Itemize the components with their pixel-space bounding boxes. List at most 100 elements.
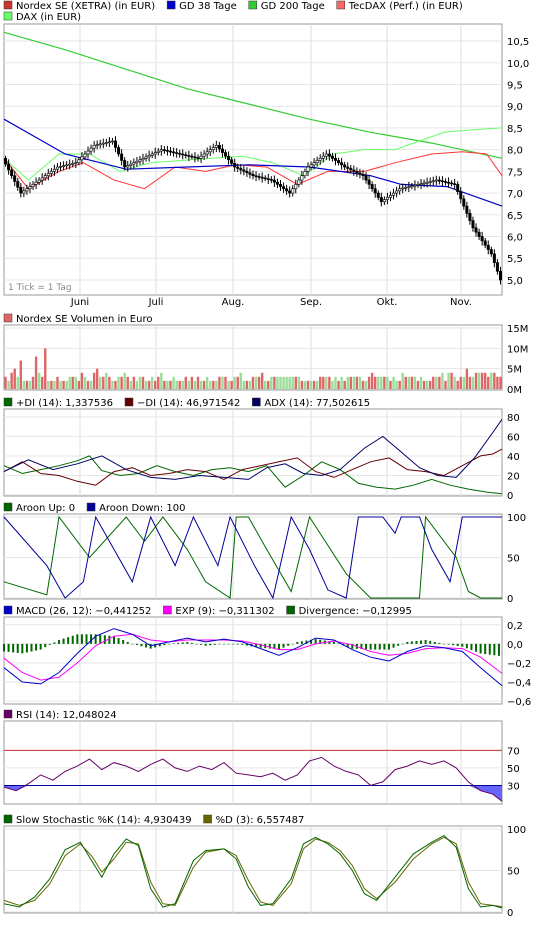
tick-label: −0,6 [507, 697, 531, 708]
aroon-up-line [3, 515, 502, 599]
candle-body [465, 205, 469, 214]
volume-bar [364, 380, 368, 389]
tick-label: 70 [507, 746, 520, 757]
candle-body [245, 171, 249, 174]
plus-di-line [3, 455, 503, 495]
divergence-bar [456, 643, 459, 646]
candle-body [315, 160, 319, 163]
candle-body [220, 148, 224, 153]
tick-label: 10,0 [507, 59, 529, 70]
candle-body [260, 176, 264, 179]
candle-body [31, 184, 35, 187]
volume-bar [270, 376, 273, 389]
plot-frame [3, 408, 503, 497]
divergence-bar [255, 643, 258, 647]
candle-body [291, 188, 295, 194]
legend-swatch [3, 0, 13, 10]
tick-label: 40 [507, 452, 520, 463]
volume-bar [157, 376, 160, 389]
legend-label: +DI (14): 1,337536 [16, 398, 113, 409]
volume-bar [267, 380, 270, 389]
volume-bar [499, 376, 502, 389]
divergence-bar [245, 643, 248, 646]
legend-swatch [124, 397, 134, 407]
volume-bar [312, 380, 316, 389]
tick-label: 5,0 [507, 276, 523, 287]
legend-label: DAX (in EUR) [16, 12, 81, 23]
candle-body [303, 171, 307, 177]
divergence-bar [85, 634, 88, 644]
volume-bar [355, 376, 359, 389]
volume-bar [34, 356, 38, 389]
volume-bar [380, 376, 383, 389]
candle-body [385, 197, 389, 200]
volume-bar [306, 380, 310, 389]
tick-label: −0,4 [507, 678, 531, 689]
volume-bar [99, 376, 102, 389]
legend-label: RSI (14): 12,048024 [16, 710, 117, 721]
candle-body [83, 153, 87, 158]
tick-label: 8,0 [507, 146, 523, 157]
volume-bar [59, 380, 62, 389]
candle-body [104, 142, 108, 144]
divergence-bar [122, 640, 125, 644]
legend-label: GD 200 Tage [261, 1, 325, 12]
divergence-bar [392, 643, 395, 648]
volume-bar [202, 380, 206, 389]
candle-body [162, 149, 166, 151]
volume-bar [86, 380, 90, 389]
adx-line [3, 419, 503, 480]
divergence-bar [167, 643, 170, 645]
panel-price: Nordex SE (XETRA) (in EUR) GD 38 Tage GD 2… [3, 0, 529, 308]
divergence-bar [383, 643, 386, 650]
candle-body [330, 155, 334, 159]
divergence-bar [145, 643, 148, 648]
volume-bar [126, 376, 129, 389]
volume-bar [53, 380, 56, 389]
volume-bar [105, 372, 108, 389]
legend-label: EXP (9): −0,311302 [175, 606, 274, 617]
tick-label: 0M [507, 385, 522, 396]
tick-label: 20 [507, 471, 520, 482]
candle-body [392, 192, 396, 196]
candle-body [184, 154, 188, 157]
candle-body [233, 163, 237, 168]
volume-bar [416, 380, 420, 389]
volume-bar [474, 372, 478, 389]
volume-bar [147, 380, 151, 389]
volume-bar [47, 380, 50, 389]
volume-bar [370, 372, 374, 389]
divergence-bar [12, 643, 15, 653]
plot-frame [3, 324, 503, 391]
divergence-bar [177, 642, 180, 644]
divergence-bar [94, 634, 97, 644]
volume-bar [95, 368, 99, 389]
candle-body [495, 262, 499, 272]
legend-label: Slow Stochastic %K (14): 4,930439 [16, 815, 192, 826]
candle-body [169, 150, 173, 153]
divergence-bar [360, 643, 363, 650]
legend-label: GD 38 Tage [179, 1, 237, 12]
divergence-bar [30, 643, 33, 652]
tick-label: 6,0 [507, 233, 523, 244]
divergence-bar [378, 643, 381, 650]
candle-body [248, 172, 252, 175]
volume-bar [108, 376, 111, 389]
candle-body [74, 162, 78, 164]
volume-bar [160, 372, 163, 389]
candle-body [398, 188, 402, 192]
legend-label: −DI (14): 46,971542 [137, 398, 240, 409]
volume-bar [28, 380, 32, 389]
tick-label: 0,0 [507, 640, 523, 651]
candle-body [364, 175, 368, 181]
tick-label: 80 [507, 413, 520, 424]
candle-body [227, 155, 231, 161]
candle-body [343, 164, 347, 168]
divergence-bar [406, 641, 409, 644]
candle-body [288, 190, 292, 194]
x-tick-label: Okt. [377, 297, 398, 308]
volume-bar [447, 372, 450, 389]
candle-body [62, 165, 66, 167]
panel-stoch: Slow Stochastic %K (14): 4,930439 %D (3):… [3, 814, 526, 919]
